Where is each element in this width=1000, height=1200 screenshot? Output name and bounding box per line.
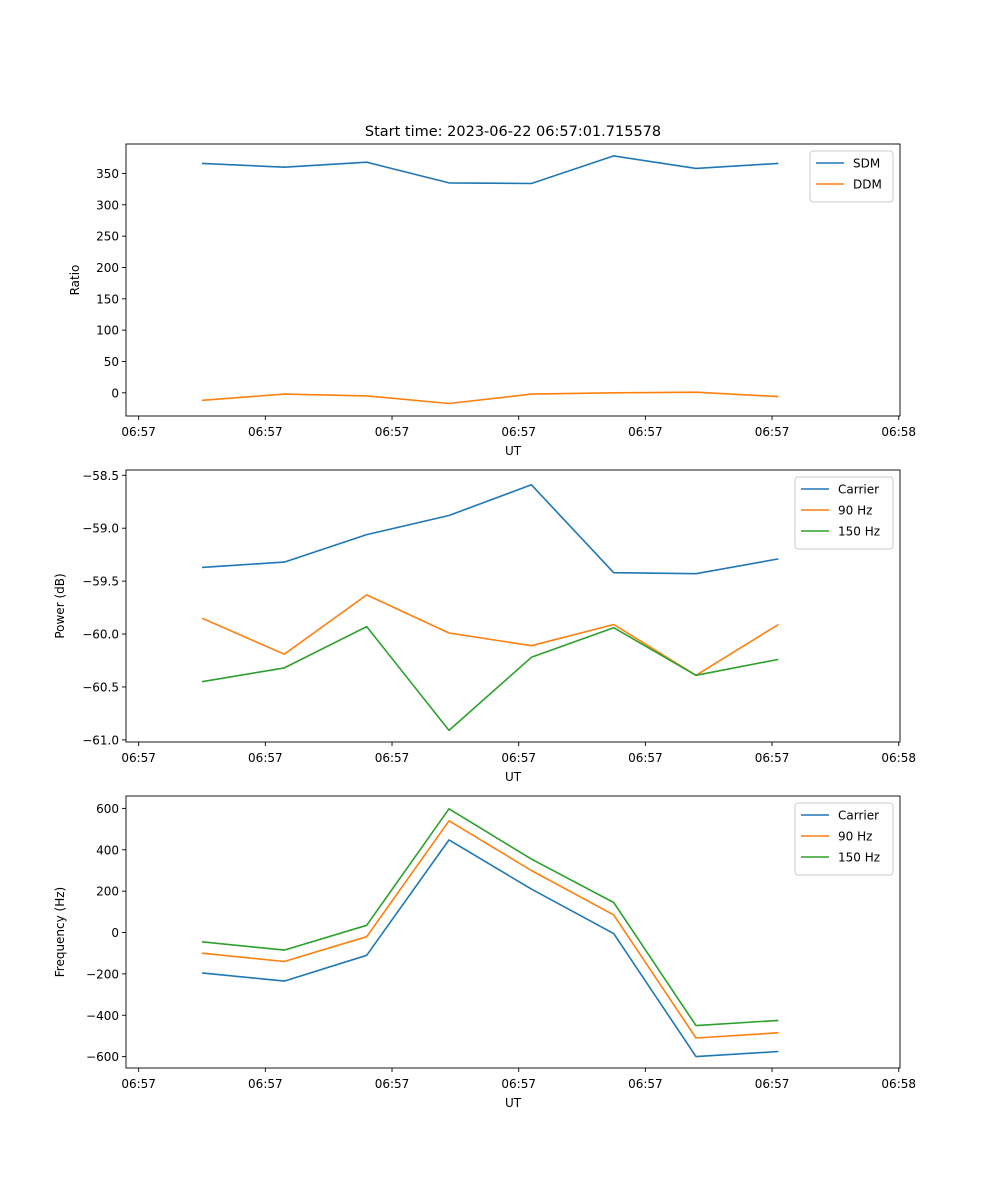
legend-label: 90 Hz [838,830,872,844]
x-tick-label: 06:57 [755,425,790,439]
y-tick-label: 200 [96,885,119,899]
series-line-1 [201,839,779,1058]
y-axis-label: Ratio [68,265,82,296]
y-tick-label: −200 [86,967,119,981]
legend: Carrier 90 Hz 150 Hz [794,476,894,550]
series-line-1 [201,483,779,575]
x-tick-label: 06:57 [628,1077,663,1091]
axes-frame [125,143,901,417]
chart-panel-3: 06:57 06:57 06:57 06:57 06:57 06:57 06:58 −600 −… [53,795,916,1110]
axes-frame [125,795,901,1069]
y-tick-label: 200 [96,261,119,275]
y-tick-label: −400 [86,1009,119,1023]
chart-panel-2: 06:57 06:57 06:57 06:57 06:57 06:57 06:58 −61.0… [53,469,916,784]
y-tick-label: 250 [96,230,119,244]
y-tick-label: −58.5 [82,469,119,483]
legend-label: Carrier [838,809,879,823]
legend-label: 150 Hz [838,851,880,865]
chart-title: Start time: 2023-06-22 06:57:01.715578 [365,124,661,140]
x-tick-label: 06:57 [375,751,410,765]
legend-label: 150 Hz [838,525,880,539]
legend-label: Carrier [838,483,879,497]
x-axis-label: UT [505,770,522,784]
y-tick-label: −60.5 [82,680,119,694]
x-tick-label: 06:58 [881,425,916,439]
y-tick-label: −59.5 [82,575,119,589]
x-axis-label: UT [505,1096,522,1110]
y-tick-label: −61.0 [82,733,119,747]
x-tick-label: 06:58 [881,751,916,765]
series-line-3 [201,807,779,1027]
y-tick-label: −59.0 [82,522,119,536]
y-axis-label: Frequency (Hz) [53,887,67,978]
series-line-3 [201,625,779,732]
x-tick-label: 06:57 [375,1077,410,1091]
x-tick-label: 06:57 [501,425,536,439]
y-tick-label: 0 [111,386,119,400]
x-axis-label: UT [505,444,522,458]
x-tick-label: 06:57 [121,751,156,765]
y-tick-label: 0 [111,926,119,940]
x-tick-label: 06:57 [248,1077,283,1091]
y-tick-label: 150 [96,292,119,306]
panels: 06:57 06:57 06:57 06:57 06:57 06:57 06:58 0 50 10… [53,143,916,1110]
y-tick-label: 600 [96,802,119,816]
legend-box [809,150,894,203]
x-tick-label: 06:58 [881,1077,916,1091]
y-tick-label: 300 [96,198,119,212]
x-tick-label: 06:57 [248,425,283,439]
x-tick-label: 06:57 [375,425,410,439]
y-tick-label: 50 [104,355,119,369]
y-tick-label: 100 [96,324,119,338]
series-line-2 [201,819,779,1039]
y-axis-label: Power (dB) [53,573,67,638]
x-tick-label: 06:57 [121,425,156,439]
y-tick-label: −600 [86,1050,119,1064]
x-tick-label: 06:57 [501,1077,536,1091]
series-line-2 [201,391,779,405]
x-tick-label: 06:57 [755,1077,790,1091]
y-tick-label: 350 [96,167,119,181]
x-tick-label: 06:57 [501,751,536,765]
legend-label: SDM [853,157,880,171]
legend: SDM DDM [809,150,894,203]
legend-label: DDM [853,178,882,192]
x-tick-label: 06:57 [248,751,283,765]
x-tick-label: 06:57 [121,1077,156,1091]
legend-label: 90 Hz [838,504,872,518]
series-line-1 [201,155,779,185]
x-tick-label: 06:57 [628,425,663,439]
x-tick-label: 06:57 [755,751,790,765]
y-tick-label: −60.0 [82,628,119,642]
y-tick-label: 400 [96,843,119,857]
chart-panel-1: 06:57 06:57 06:57 06:57 06:57 06:57 06:58 0 50 10… [68,143,916,458]
axes-frame [125,469,901,743]
x-tick-label: 06:57 [628,751,663,765]
legend: Carrier 90 Hz 150 Hz [794,802,894,876]
